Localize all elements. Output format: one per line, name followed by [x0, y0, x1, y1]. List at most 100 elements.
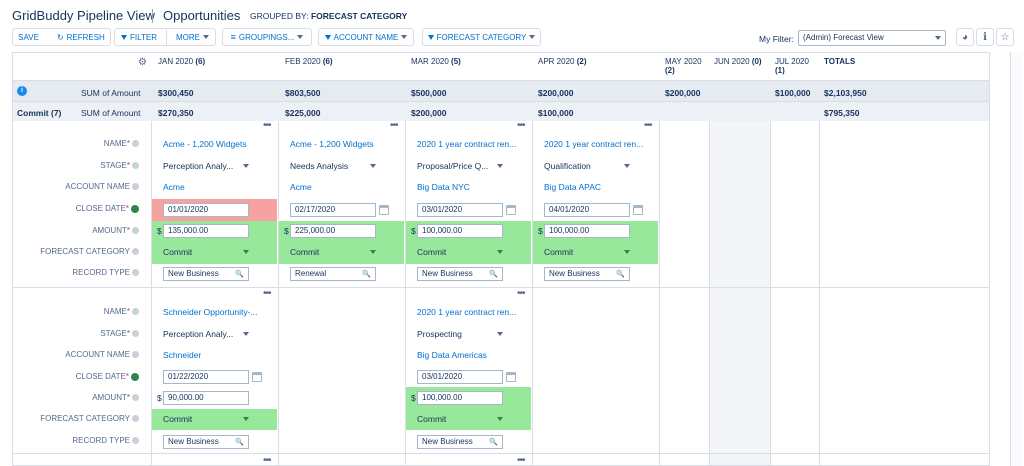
- close-date-input[interactable]: 01/22/2020: [163, 370, 249, 384]
- commit-summary-row: Commit (7) SUM of Amount $270,350 $225,0…: [13, 101, 989, 121]
- more-actions-icon[interactable]: •••: [517, 120, 525, 131]
- record-type-lookup[interactable]: New Business 🔍: [163, 435, 249, 449]
- forecast-category-filter-button[interactable]: FORECAST CATEGORY: [422, 28, 541, 46]
- gear-icon[interactable]: ⚙: [138, 57, 147, 68]
- gear-icon: [131, 372, 139, 381]
- more-actions-icon[interactable]: •••: [263, 120, 271, 131]
- calendar-icon[interactable]: [633, 205, 643, 215]
- chevron-down-icon[interactable]: [243, 164, 249, 168]
- forecast-select[interactable]: Commit: [417, 247, 447, 257]
- record-name-link[interactable]: Acme - 1,200 Widgets: [163, 139, 247, 149]
- account-name-filter-button[interactable]: ACCOUNT NAME: [318, 28, 414, 46]
- chevron-down-icon[interactable]: [497, 250, 503, 254]
- record-type-lookup[interactable]: Renewal 🔍: [290, 267, 376, 281]
- chevron-down-icon[interactable]: [370, 250, 376, 254]
- groupings-button[interactable]: ≡ GROUPINGS...: [222, 28, 312, 46]
- filter-more-group: FILTER MORE: [114, 28, 216, 46]
- close-date-input[interactable]: 04/01/2020: [544, 203, 630, 217]
- record-type-lookup[interactable]: New Business 🔍: [544, 267, 630, 281]
- chevron-down-icon[interactable]: [243, 417, 249, 421]
- filter-button[interactable]: FILTER: [115, 29, 163, 45]
- forecast-select[interactable]: Commit: [290, 247, 320, 257]
- column-header-jun[interactable]: JUN 2020 (0): [714, 57, 762, 66]
- chevron-down-icon[interactable]: [243, 332, 249, 336]
- record-type-lookup[interactable]: New Business 🔍: [163, 267, 249, 281]
- stage-select[interactable]: Needs Analysis: [290, 161, 349, 171]
- more-actions-icon[interactable]: •••: [263, 455, 271, 466]
- account-link[interactable]: Big Data APAC: [544, 182, 602, 192]
- chevron-down-icon[interactable]: [497, 332, 503, 336]
- refresh-icon: ↻: [56, 32, 64, 42]
- amount-input[interactable]: 100,000.00: [544, 224, 630, 238]
- search-icon: 🔍: [362, 271, 371, 278]
- chevron-down-icon[interactable]: [497, 164, 503, 168]
- chart-button[interactable]: ◕: [956, 28, 974, 46]
- account-link[interactable]: Acme: [290, 182, 312, 192]
- record-name-link[interactable]: 2020 1 year contract ren...: [417, 139, 517, 149]
- record-name-link[interactable]: 2020 1 year contract ren...: [417, 307, 517, 317]
- column-header-feb[interactable]: FEB 2020 (6): [285, 57, 333, 66]
- column-header-may[interactable]: MAY 2020 (2): [665, 57, 702, 75]
- record-type-lookup[interactable]: New Business 🔍: [417, 435, 503, 449]
- more-actions-icon[interactable]: •••: [644, 120, 652, 131]
- chevron-down-icon[interactable]: [624, 164, 630, 168]
- amount-input[interactable]: 90,000.00: [163, 391, 249, 405]
- help-icon: [132, 415, 139, 423]
- account-link[interactable]: Schneider: [163, 350, 202, 360]
- stage-select[interactable]: Proposal/Price Q...: [417, 161, 489, 171]
- more-actions-icon[interactable]: •••: [263, 288, 271, 299]
- amount-input[interactable]: 100,000.00: [417, 391, 503, 405]
- account-link[interactable]: Acme: [163, 182, 185, 192]
- vertical-scrollbar[interactable]: [1010, 52, 1022, 466]
- amount-input[interactable]: 135,000.00: [163, 224, 249, 238]
- refresh-button[interactable]: ↻ REFRESH: [56, 32, 105, 42]
- field-label-close-date: CLOSE DATE*: [13, 372, 139, 381]
- calendar-icon[interactable]: [379, 205, 389, 215]
- stage-select[interactable]: Qualification: [544, 161, 591, 171]
- chevron-down-icon[interactable]: [243, 250, 249, 254]
- commit-highlight: [152, 409, 277, 430]
- record-type-lookup[interactable]: New Business 🔍: [417, 267, 503, 281]
- record-name-link[interactable]: Schneider Opportunity-...: [163, 307, 258, 317]
- close-date-input[interactable]: 03/01/2020: [417, 370, 503, 384]
- save-button[interactable]: SAVE: [18, 32, 39, 42]
- record-name-link[interactable]: Acme - 1,200 Widgets: [290, 139, 374, 149]
- column-header-apr[interactable]: APR 2020 (2): [538, 57, 587, 66]
- close-date-input[interactable]: 02/17/2020: [290, 203, 376, 217]
- amount-input[interactable]: 225,000.00: [290, 224, 376, 238]
- column-header-jul[interactable]: JUL 2020 (1): [775, 57, 809, 75]
- more-actions-icon[interactable]: •••: [517, 455, 525, 466]
- account-link[interactable]: Big Data Americas: [417, 350, 487, 360]
- calendar-icon[interactable]: [252, 372, 262, 382]
- stage-select[interactable]: Perception Analy...: [163, 161, 234, 171]
- forecast-select[interactable]: Commit: [544, 247, 574, 257]
- calendar-icon[interactable]: [506, 205, 516, 215]
- forecast-select[interactable]: Commit: [163, 247, 193, 257]
- info-button[interactable]: i: [976, 28, 994, 46]
- my-filter-select[interactable]: (Admin) Forecast View: [798, 30, 946, 46]
- stage-select[interactable]: Prospecting: [417, 329, 462, 339]
- chevron-down-icon[interactable]: [370, 164, 376, 168]
- record-name-link[interactable]: 2020 1 year contract ren...: [544, 139, 644, 149]
- calendar-icon[interactable]: [506, 372, 516, 382]
- forecast-select[interactable]: Commit: [163, 414, 193, 424]
- account-link[interactable]: Big Data NYC: [417, 182, 470, 192]
- column-header-mar[interactable]: MAR 2020 (5): [411, 57, 461, 66]
- more-actions-icon[interactable]: •••: [390, 120, 398, 131]
- column-header-jan[interactable]: JAN 2020 (6): [158, 57, 206, 66]
- summary-value: $200,000: [538, 88, 574, 98]
- summary-value: $225,000: [285, 108, 321, 118]
- close-date-input[interactable]: 03/01/2020: [417, 203, 503, 217]
- amount-input[interactable]: 100,000.00: [417, 224, 503, 238]
- more-button[interactable]: MORE: [170, 29, 215, 45]
- my-filter-label: My Filter:: [759, 34, 794, 44]
- currency-symbol: $: [157, 226, 162, 236]
- chevron-down-icon[interactable]: [624, 250, 630, 254]
- forecast-select[interactable]: Commit: [417, 414, 447, 424]
- stage-select[interactable]: Perception Analy...: [163, 329, 234, 339]
- more-actions-icon[interactable]: •••: [517, 288, 525, 299]
- close-date-input[interactable]: 01/01/2020: [163, 203, 249, 217]
- chevron-down-icon[interactable]: [497, 417, 503, 421]
- favorite-button[interactable]: ☆: [996, 28, 1014, 46]
- summary-value: $200,000: [665, 88, 701, 98]
